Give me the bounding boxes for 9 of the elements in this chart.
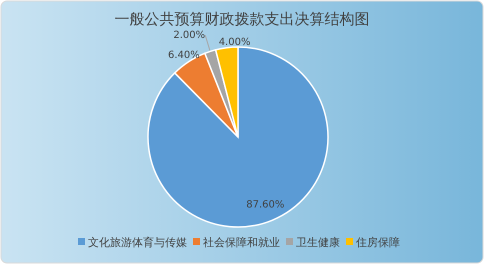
legend-label: 卫生健康 <box>296 236 340 249</box>
slice-label: 文化旅游体育与传媒 <box>88 236 187 249</box>
legend-label: 社会保障和就业 <box>203 236 280 249</box>
data-label: 87.60% <box>246 200 284 211</box>
chart-title: 一般公共预算财政拨款支出决算结构图 <box>114 10 370 28</box>
data-label: 6.40% <box>168 50 200 62</box>
legend-label: 住房保障 <box>356 236 400 249</box>
data-label: 4.00% <box>218 36 250 48</box>
data-label: 2.00% <box>173 30 206 42</box>
